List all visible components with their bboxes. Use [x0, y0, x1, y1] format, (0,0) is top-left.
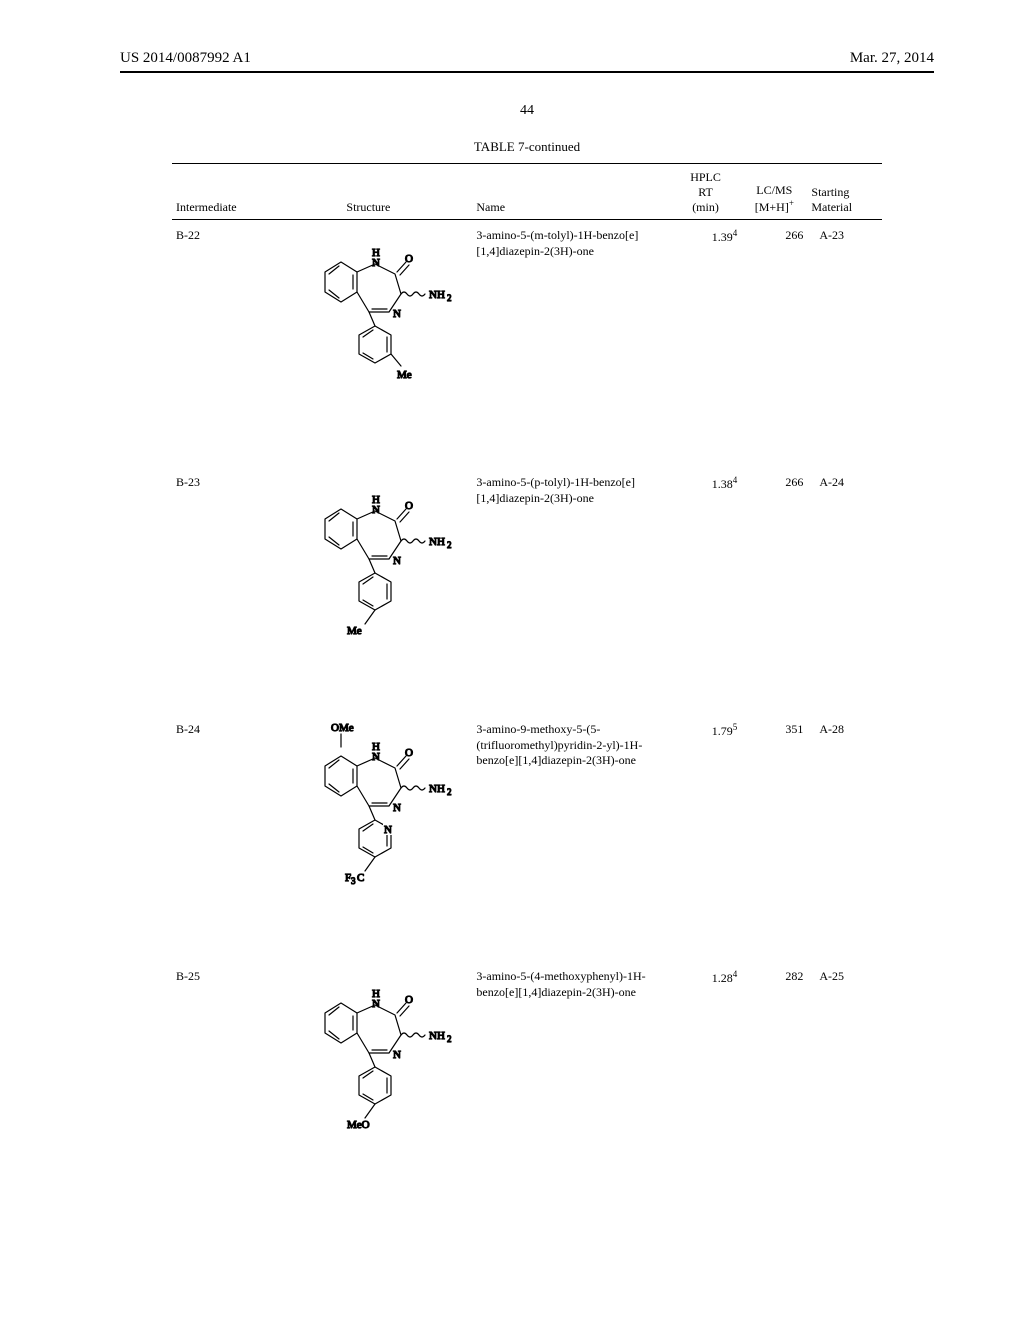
cell-lcms: 266	[741, 220, 807, 467]
cell-structure: HNONH2NMeO	[264, 961, 472, 1208]
col-structure: Structure	[264, 164, 472, 219]
svg-text:N: N	[372, 257, 380, 269]
cell-name: 3-amino-5-(m-tolyl)-1H-benzo[e][1,4]diaz…	[472, 220, 669, 467]
cell-hplc: 1.394	[670, 220, 741, 467]
cell-intermediate: B-23	[172, 467, 264, 714]
svg-text:N: N	[393, 1049, 401, 1061]
col-starting: StartingMaterial	[807, 164, 882, 219]
svg-text:NH: NH	[429, 536, 445, 548]
col-name: Name	[472, 164, 669, 219]
svg-text:NH: NH	[429, 1030, 445, 1042]
svg-text:2: 2	[447, 1034, 452, 1044]
svg-text:N: N	[372, 751, 380, 763]
cell-lcms: 266	[741, 467, 807, 714]
cell-starting-material: A-28	[807, 714, 882, 961]
cell-starting-material: A-25	[807, 961, 882, 1208]
svg-text:O: O	[405, 747, 413, 759]
patent-number: US 2014/0087992 A1	[120, 50, 251, 67]
cell-lcms: 351	[741, 714, 807, 961]
cell-hplc: 1.284	[670, 961, 741, 1208]
svg-text:O: O	[405, 253, 413, 265]
compound-table: Intermediate Structure Name HPLCRT(min) …	[172, 164, 882, 1208]
patent-date: Mar. 27, 2014	[850, 50, 934, 67]
cell-structure: HNONH2NMe	[264, 220, 472, 467]
cell-name: 3-amino-5-(4-methoxyphenyl)-1H-benzo[e][…	[472, 961, 669, 1208]
svg-text:2: 2	[447, 540, 452, 550]
table-row: B-25HNONH2NMeO3-amino-5-(4-methoxyphenyl…	[172, 961, 882, 1208]
svg-text:Me: Me	[397, 369, 412, 381]
svg-text:C: C	[357, 872, 364, 884]
cell-hplc: 1.384	[670, 467, 741, 714]
svg-text:NH: NH	[429, 783, 445, 795]
cell-intermediate: B-25	[172, 961, 264, 1208]
cell-starting-material: A-23	[807, 220, 882, 467]
table-caption: TABLE 7-continued	[172, 139, 882, 155]
col-lcms: LC/MS[M+H]+	[741, 164, 807, 219]
table-row: B-24OMeHNONH2NNF3C3-amino-9-methoxy-5-(5…	[172, 714, 882, 961]
cell-name: 3-amino-5-(p-tolyl)-1H-benzo[e][1,4]diaz…	[472, 467, 669, 714]
col-intermediate: Intermediate	[172, 164, 264, 219]
cell-name: 3-amino-9-methoxy-5-(5-(trifluoromethyl)…	[472, 714, 669, 961]
cell-intermediate: B-24	[172, 714, 264, 961]
svg-text:MeO: MeO	[347, 1119, 370, 1131]
svg-text:2: 2	[447, 293, 452, 303]
table-header-row: Intermediate Structure Name HPLCRT(min) …	[172, 164, 882, 219]
svg-text:Me: Me	[347, 625, 362, 637]
cell-hplc: 1.795	[670, 714, 741, 961]
svg-text:N: N	[393, 802, 401, 814]
cell-starting-material: A-24	[807, 467, 882, 714]
svg-text:N: N	[372, 504, 380, 516]
page-header: US 2014/0087992 A1 Mar. 27, 2014	[120, 50, 934, 67]
svg-text:N: N	[372, 998, 380, 1010]
table-container: TABLE 7-continued Intermediate Structure…	[172, 139, 882, 1208]
svg-text:N: N	[393, 555, 401, 567]
header-rule	[120, 71, 934, 73]
svg-text:NH: NH	[429, 289, 445, 301]
svg-text:3: 3	[351, 876, 356, 886]
page-container: US 2014/0087992 A1 Mar. 27, 2014 44 TABL…	[0, 0, 1024, 1320]
svg-text:O: O	[405, 994, 413, 1006]
svg-text:N: N	[384, 824, 392, 836]
cell-lcms: 282	[741, 961, 807, 1208]
page-number: 44	[120, 103, 934, 119]
cell-structure: HNONH2NMe	[264, 467, 472, 714]
table-row: B-23HNONH2NMe3-amino-5-(p-tolyl)-1H-benz…	[172, 467, 882, 714]
col-hplc: HPLCRT(min)	[670, 164, 741, 219]
cell-structure: OMeHNONH2NNF3C	[264, 714, 472, 961]
svg-text:2: 2	[447, 787, 452, 797]
svg-text:N: N	[393, 308, 401, 320]
svg-text:OMe: OMe	[331, 722, 354, 734]
cell-intermediate: B-22	[172, 220, 264, 467]
table-row: B-22HNONH2NMe3-amino-5-(m-tolyl)-1H-benz…	[172, 220, 882, 467]
svg-text:O: O	[405, 500, 413, 512]
table-body: B-22HNONH2NMe3-amino-5-(m-tolyl)-1H-benz…	[172, 219, 882, 1208]
